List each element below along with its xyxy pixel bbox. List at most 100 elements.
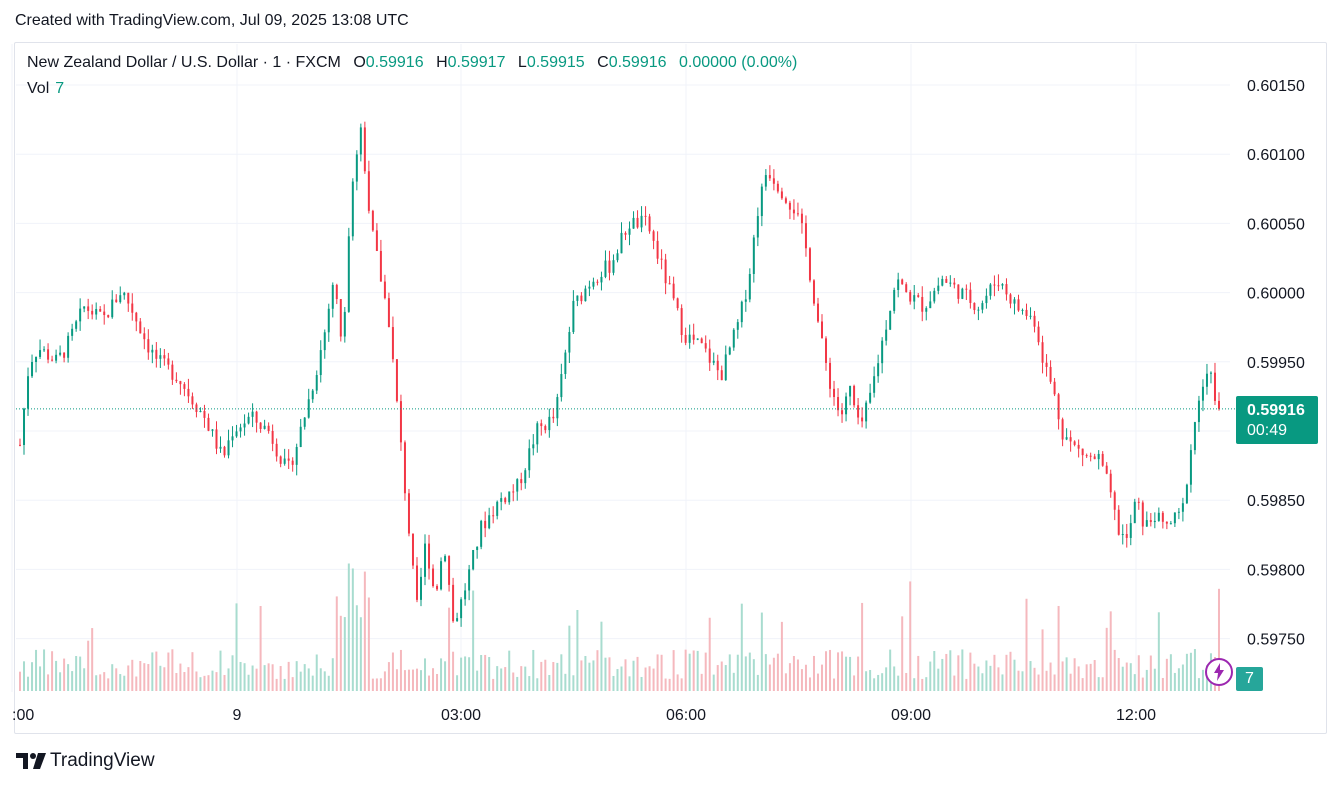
volume-bar [756, 674, 759, 691]
volume-bar [432, 668, 435, 691]
tradingview-brand[interactable]: TradingView [50, 750, 155, 771]
volume-bar [692, 650, 695, 691]
volume-bar [263, 665, 266, 691]
candle-body [303, 417, 306, 427]
volume-bar [27, 676, 30, 691]
candle-body [588, 286, 591, 289]
candle-body [941, 278, 944, 286]
candle-body [1093, 456, 1096, 460]
volume-bar [1085, 664, 1088, 691]
volume-bar [652, 668, 655, 691]
candle-body [63, 352, 66, 358]
volume-bar [648, 666, 651, 691]
candle-body [933, 290, 936, 302]
candle-body [363, 127, 366, 172]
volume-bar [107, 678, 110, 691]
candle-body [845, 396, 848, 415]
candle-body [123, 292, 126, 296]
candle-body [1181, 503, 1184, 512]
candle-body [512, 491, 515, 493]
candle-body [1061, 419, 1064, 440]
volume-bar [219, 650, 222, 691]
tradingview-logo-icon[interactable] [16, 750, 48, 772]
volume-bar [303, 664, 306, 691]
volume-bar [436, 673, 439, 691]
volume-bar [736, 654, 739, 691]
candle-body [596, 281, 599, 283]
volume-bar [227, 668, 230, 691]
volume-bar [403, 670, 406, 691]
volume-bar [167, 652, 170, 691]
candle-body [1017, 299, 1020, 311]
volume-bar [1217, 588, 1220, 691]
volume-bar [371, 678, 374, 691]
volume-bar [123, 675, 126, 691]
volume-key: Vol [27, 80, 50, 97]
candle-body [808, 248, 811, 281]
candle-body [672, 283, 675, 299]
volume-bar [1157, 612, 1160, 691]
volume-bar [267, 663, 270, 691]
candle-body [833, 388, 836, 398]
candle-body [568, 332, 571, 353]
volume-bar [804, 664, 807, 691]
volume-bar [1089, 663, 1092, 691]
low-key: L [517, 54, 527, 71]
volume-bar [1197, 678, 1200, 691]
volume-bar [347, 563, 350, 691]
volume-bar [596, 650, 599, 691]
candle-body [155, 349, 158, 359]
candle-body [524, 470, 527, 484]
candle-body [1025, 309, 1028, 317]
volume-bar [1201, 669, 1204, 691]
y-axis-tick-labels: 0.60150 0.60100 0.60050 0.60000 0.59950 0.599… [1247, 78, 1305, 649]
candle-body [1085, 455, 1088, 457]
bar-countdown: 00:49 [1247, 422, 1288, 439]
candle-body [652, 231, 655, 241]
volume-bar [1101, 677, 1104, 691]
volume-bar [67, 664, 70, 691]
volume-bar [131, 659, 134, 691]
volume-bar [420, 670, 422, 691]
volume-bar [905, 672, 908, 691]
flash-icon[interactable] [1204, 657, 1234, 687]
volume-bar [391, 652, 394, 691]
candle-body [179, 381, 182, 385]
volume-bar [953, 675, 956, 691]
volume-bar [291, 677, 294, 691]
volume-bar [279, 666, 282, 691]
volume-bar [1017, 670, 1020, 691]
volume-bar [620, 666, 623, 691]
candle-body [776, 183, 779, 192]
candle-body [407, 493, 410, 534]
volume-bar [407, 669, 410, 691]
candle-body [35, 356, 38, 362]
candle-body [728, 347, 731, 355]
candle-body [788, 202, 791, 210]
candle-body [1053, 381, 1056, 395]
volume-bar [363, 571, 366, 691]
candle-body [604, 260, 607, 277]
volume-bar [247, 674, 250, 691]
candle-body [95, 308, 98, 315]
x-tick-label: 09:00 [891, 707, 931, 724]
volume-bar [728, 654, 731, 691]
candle-body [796, 213, 799, 215]
volume-bar [760, 612, 763, 691]
volume-bar [893, 666, 896, 691]
volume-bar [752, 659, 755, 691]
volume-bar [544, 659, 547, 691]
volume-bar [532, 649, 535, 691]
candle-body [584, 288, 587, 302]
candle-body [556, 397, 559, 419]
chart-frame[interactable] [14, 42, 1327, 734]
symbol-legend: New Zealand Dollar / U.S. Dollar · 1 · F… [27, 54, 797, 72]
candle-body [351, 181, 354, 237]
candle-body [1117, 509, 1120, 535]
candle-body [355, 154, 358, 182]
volume-bar [183, 672, 186, 691]
candle-body [43, 349, 46, 351]
candle-body [977, 309, 980, 311]
candle-body [1173, 512, 1176, 524]
